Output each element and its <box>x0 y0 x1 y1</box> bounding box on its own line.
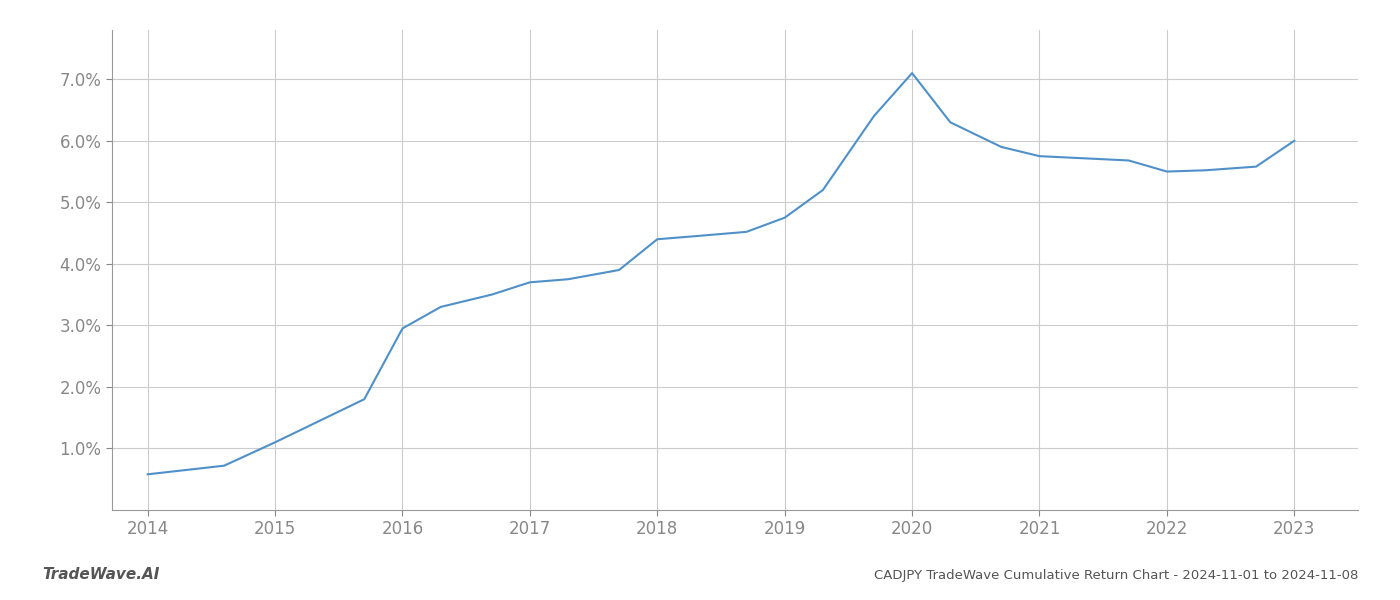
Text: CADJPY TradeWave Cumulative Return Chart - 2024-11-01 to 2024-11-08: CADJPY TradeWave Cumulative Return Chart… <box>874 569 1358 582</box>
Text: TradeWave.AI: TradeWave.AI <box>42 567 160 582</box>
